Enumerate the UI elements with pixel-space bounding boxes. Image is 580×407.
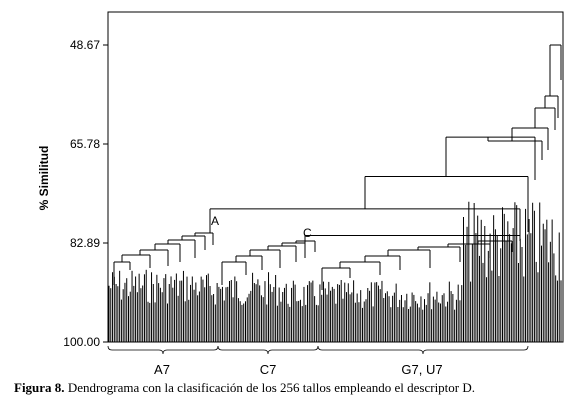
cluster-label-c7: C7 bbox=[260, 362, 277, 377]
y-axis-label: % Similitud bbox=[37, 146, 51, 211]
dendrogram-links bbox=[113, 44, 562, 290]
cluster-label-a7: A7 bbox=[154, 362, 170, 377]
y-tick-label: 100.00 bbox=[63, 335, 100, 349]
y-tick-label: 48.67 bbox=[70, 38, 100, 52]
y-tick-label: 82.89 bbox=[70, 236, 100, 250]
y-tick-label: 65.78 bbox=[70, 137, 100, 151]
cluster-braces bbox=[107, 345, 529, 355]
brace-a7 bbox=[107, 345, 219, 355]
y-axis: 48.67 65.78 82.89 100.00 bbox=[63, 38, 108, 349]
dendrogram-leaves bbox=[108, 201, 562, 342]
caption-text: Dendrograma con la clasificación de los … bbox=[64, 380, 476, 395]
node-label-a: A bbox=[211, 214, 219, 228]
node-label-c: C bbox=[303, 226, 312, 240]
brace-g7-u7 bbox=[317, 345, 529, 355]
figure-caption: Figura 8. Dendrograma con la clasificaci… bbox=[14, 380, 574, 396]
brace-c7 bbox=[217, 345, 319, 355]
cluster-label-g7-u7: G7, U7 bbox=[401, 362, 442, 377]
caption-prefix: Figura 8. bbox=[14, 380, 65, 395]
